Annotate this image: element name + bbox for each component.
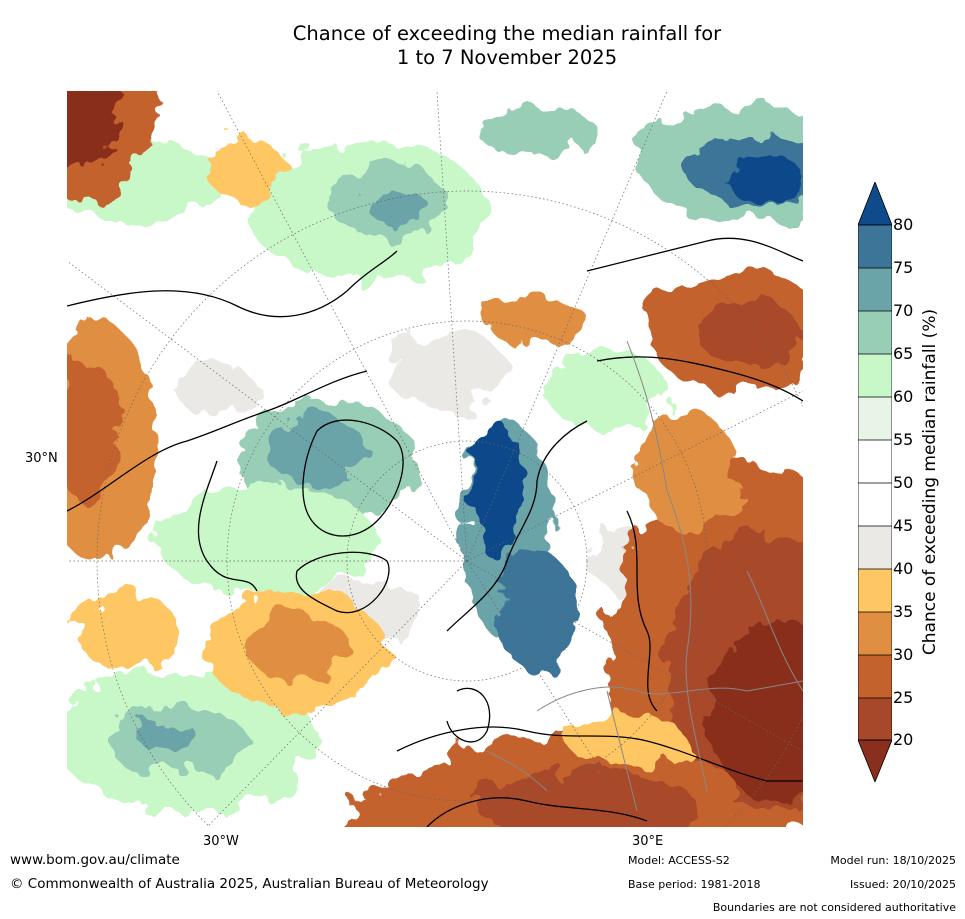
coastlines [67, 237, 803, 827]
model-run-text: Model run: 18/10/2025 [830, 854, 956, 867]
colorbar-tick: 20 [893, 730, 914, 749]
colorbar-tick: 40 [893, 559, 914, 578]
colorbar-tick: 55 [893, 430, 914, 449]
graticule [67, 91, 803, 827]
colorbar-label: Chance of exceeding median rainfall (%) [920, 308, 940, 656]
disclaimer-text: Boundaries are not considered authoritat… [712, 901, 956, 914]
colorbar-tick: 25 [893, 688, 914, 707]
issued-text: Issued: 20/10/2025 [849, 878, 956, 891]
colorbar-segment-40-45 [858, 526, 892, 569]
base-period-text: Base period: 1981-2018 [628, 878, 761, 891]
longitude-label-30w: 30°W [203, 834, 239, 849]
colorbar-segment-75-80 [858, 225, 892, 268]
colorbar-segment-20-25 [858, 698, 892, 740]
chart-title: Chance of exceeding the median rainfall … [67, 22, 947, 70]
colorbar-tick: 80 [893, 215, 914, 234]
colorbar-extend-high [857, 180, 893, 226]
colorbar-tick: 35 [893, 602, 914, 621]
colorbar-segment-70-75 [858, 268, 892, 311]
colorbar-tick: 30 [893, 645, 914, 664]
colorbar-extend-low [857, 739, 893, 784]
copyright-text: © Commonwealth of Australia 2025, Austra… [10, 876, 489, 892]
website-link[interactable]: www.bom.gov.au/climate [10, 852, 180, 868]
country-boundaries [486, 340, 803, 812]
colorbar-segment-55-60 [858, 397, 892, 440]
colorbar-segment-30-35 [858, 612, 892, 655]
colorbar-tick: 50 [893, 473, 914, 492]
title-line-2: 1 to 7 November 2025 [396, 46, 618, 69]
colorbar-tick: 75 [893, 258, 914, 277]
colorbar-segment-45-50 [858, 483, 892, 526]
probability-shading [67, 91, 803, 827]
latitude-label-30n: 30°N [25, 451, 58, 466]
colorbar-segment-25-30 [858, 655, 892, 698]
colorbar-segment-65-70 [858, 311, 892, 354]
model-text: Model: ACCESS-S2 [628, 854, 730, 867]
colorbar-tick: 65 [893, 344, 914, 363]
colorbar [857, 180, 893, 784]
colorbar-tick: 45 [893, 516, 914, 535]
colorbar-segment-35-40 [858, 569, 892, 612]
colorbar-tick: 60 [893, 387, 914, 406]
rainfall-probability-map [67, 91, 803, 827]
colorbar-segment-60-65 [858, 354, 892, 397]
longitude-label-30e: 30°E [632, 834, 664, 849]
colorbar-segment-50-55 [858, 440, 892, 483]
colorbar-tick: 70 [893, 301, 914, 320]
title-line-1: Chance of exceeding the median rainfall … [292, 22, 722, 45]
